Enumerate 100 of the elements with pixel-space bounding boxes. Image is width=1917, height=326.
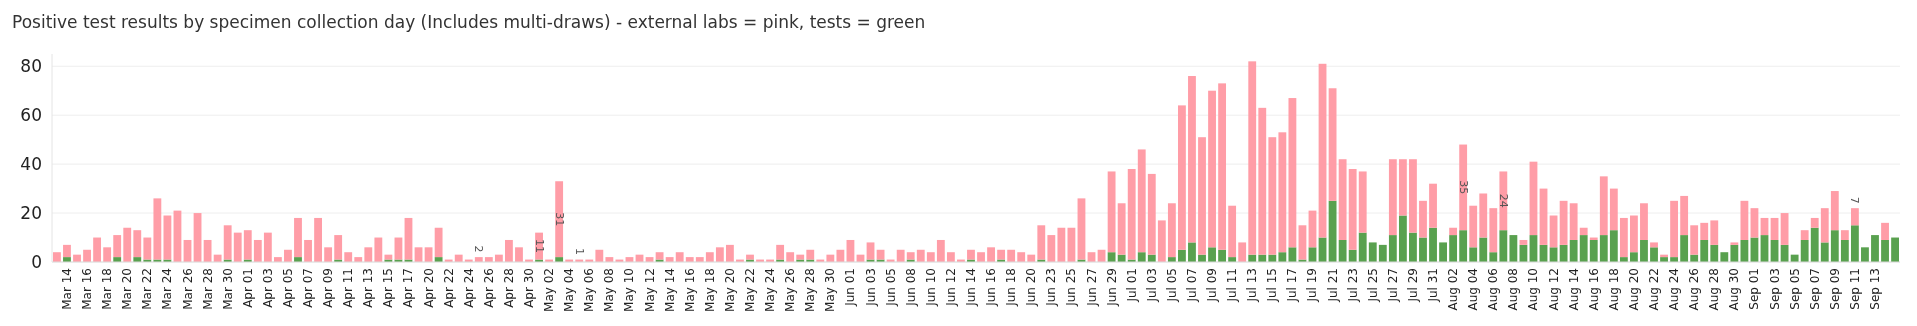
x-tick-label: May 04 [562, 268, 577, 312]
x-tick-label: Jul 21 [1325, 268, 1340, 303]
x-tick-label: Aug 06 [1486, 268, 1501, 311]
x-tick-label: Mar 26 [180, 268, 195, 310]
x-tick-label: Apr 13 [361, 268, 376, 308]
x-tick-label: Sep 13 [1867, 268, 1882, 310]
x-tick-label: Apr 07 [301, 268, 316, 308]
x-tick-label: Aug 26 [1687, 268, 1702, 311]
x-tick-label: Mar 20 [120, 268, 135, 310]
x-tick-label: Jul 07 [1184, 268, 1199, 303]
x-tick-label: May 02 [542, 268, 557, 312]
x-tick-label: May 10 [622, 268, 637, 312]
x-tick-label: Jul 15 [1265, 268, 1280, 303]
x-tick-label: Aug 30 [1727, 268, 1742, 311]
data-label: 31 [552, 212, 566, 227]
x-tick-label: Aug 10 [1526, 268, 1541, 311]
x-tick-label: Jul 31 [1426, 268, 1441, 303]
x-tick-label: Mar 16 [80, 268, 95, 310]
x-tick-label: Apr 17 [401, 268, 416, 308]
data-label: 24 [1496, 193, 1510, 208]
data-label: 2 [472, 245, 486, 253]
x-tick-label: May 20 [722, 268, 737, 312]
data-label: 35 [1456, 180, 1470, 195]
x-tick-label: Jul 25 [1365, 268, 1380, 303]
x-tick-label: Jun 25 [1064, 268, 1079, 307]
data-label: 1 [572, 248, 586, 256]
x-tick-label: Aug 18 [1606, 268, 1621, 311]
x-tick-label: May 06 [582, 268, 597, 312]
y-tick-label: 0 [31, 252, 42, 272]
x-tick-label: May 08 [602, 268, 617, 312]
x-tick-label: Jun 23 [1044, 268, 1059, 307]
x-tick-label: Apr 01 [240, 268, 255, 308]
x-tick-label: Sep 01 [1747, 268, 1762, 310]
x-tick-label: Apr 26 [481, 268, 496, 308]
x-tick-label: May 30 [823, 268, 838, 312]
y-tick-label: 20 [20, 203, 42, 224]
x-tick-label: Jun 05 [883, 268, 898, 307]
x-tick-label: Apr 11 [341, 268, 356, 308]
x-tick-label: May 22 [743, 268, 757, 312]
x-tick-label: Jul 09 [1205, 268, 1220, 303]
x-tick-label: Jun 18 [1004, 268, 1019, 307]
x-tick-label: Mar 22 [140, 268, 155, 310]
x-tick-label: May 28 [803, 268, 818, 312]
x-tick-label: Aug 04 [1466, 268, 1481, 311]
x-tick-label: Apr 09 [321, 268, 336, 308]
x-tick-label: Jul 23 [1345, 268, 1360, 303]
x-tick-label: Sep 05 [1787, 268, 1802, 310]
y-tick-label: 60 [20, 105, 42, 126]
x-tick-label: Aug 02 [1446, 268, 1461, 311]
x-tick-label: Jul 19 [1305, 268, 1320, 303]
x-tick-label: Mar 24 [160, 268, 175, 310]
x-tick-label: Aug 16 [1586, 268, 1601, 311]
x-tick-label: May 26 [783, 268, 798, 312]
x-tick-label: Apr 24 [461, 268, 476, 308]
x-tick-label: May 14 [662, 268, 677, 312]
x-tick-label: Jun 12 [943, 268, 958, 307]
chart-title: Positive test results by specimen collection day (Includes multi-draws) - external labs = pink, tests = green [12, 12, 926, 32]
x-tick-label: Apr 03 [260, 268, 275, 308]
x-tick-label: Jun 03 [863, 268, 878, 307]
x-tick-label: Jun 27 [1084, 268, 1099, 307]
x-tick-label: Jun 14 [963, 268, 978, 307]
x-tick-label: Sep 03 [1767, 268, 1782, 310]
x-tick-label: Aug 22 [1647, 268, 1662, 311]
x-tick-label: Sep 07 [1807, 268, 1822, 310]
x-tick-label: Jul 29 [1405, 268, 1420, 303]
x-tick-label: May 18 [702, 268, 717, 312]
x-tick-label: Mar 14 [59, 268, 74, 310]
data-label: 7 [1848, 196, 1862, 204]
x-tick-label: Aug 20 [1626, 268, 1641, 311]
x-tick-label: Jul 03 [1144, 268, 1159, 303]
x-tick-label: Jun 01 [843, 268, 858, 307]
x-tick-label: Jul 13 [1245, 268, 1260, 303]
x-tick-label: Jul 01 [1124, 268, 1139, 303]
x-tick-label: Aug 24 [1667, 268, 1682, 311]
x-tick-label: Aug 12 [1546, 268, 1561, 311]
x-tick-label: Apr 30 [522, 268, 537, 308]
x-tick-label: May 16 [682, 268, 697, 312]
x-tick-label: Aug 08 [1506, 268, 1521, 311]
x-tick-label: Jul 17 [1285, 268, 1300, 303]
y-tick-label: 80 [20, 56, 42, 77]
y-tick-label: 40 [20, 154, 42, 175]
x-tick-label: Jun 08 [903, 268, 918, 307]
x-tick-label: Apr 28 [501, 268, 516, 308]
x-tick-label: Aug 28 [1707, 268, 1722, 311]
x-tick-label: Apr 22 [441, 268, 456, 308]
x-tick-label: Aug 14 [1566, 268, 1581, 311]
x-tick-label: Jul 05 [1164, 268, 1179, 303]
x-tick-label: Apr 05 [280, 268, 295, 308]
x-tick-label: May 24 [763, 268, 778, 312]
x-tick-label: Jun 10 [923, 268, 938, 307]
x-tick-label: Jun 29 [1104, 268, 1119, 307]
x-tick-label: Mar 18 [100, 268, 115, 310]
x-tick-label: May 12 [642, 268, 657, 312]
x-tick-label: Sep 09 [1827, 268, 1842, 310]
data-label: 11 [532, 239, 546, 254]
x-tick-label: Jun 16 [984, 268, 999, 307]
x-tick-label: Apr 20 [421, 268, 436, 308]
x-tick-label: Apr 15 [381, 268, 396, 308]
x-tick-label: Jul 27 [1385, 268, 1400, 303]
x-tick-label: Mar 28 [200, 268, 215, 310]
